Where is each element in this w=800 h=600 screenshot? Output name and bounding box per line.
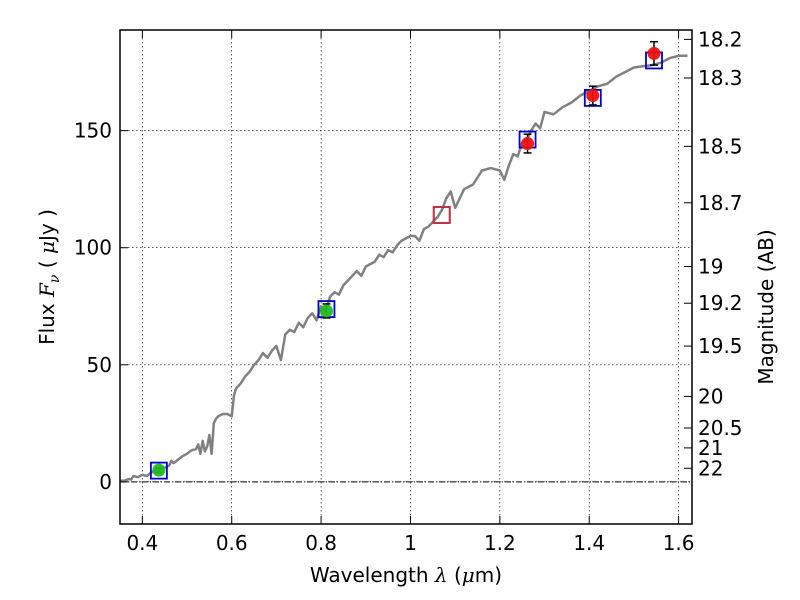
- magnitude-tick-label: 21: [698, 436, 723, 460]
- x-tick-label: 0.8: [305, 531, 337, 555]
- magnitude-tick-label: 18.3: [698, 66, 743, 90]
- x-tick-label: 1.6: [663, 531, 695, 555]
- square-marker: [432, 206, 451, 224]
- magnitude-tick-label: 19.2: [698, 291, 743, 315]
- x-tick-label: 1.2: [484, 531, 516, 555]
- x-tick-label: 1.4: [573, 531, 605, 555]
- photometry-markers: [149, 40, 663, 480]
- magnitude-tick-label: 18.5: [698, 134, 743, 158]
- magnitude-axis-label: Magnitude (AB): [754, 229, 778, 384]
- y-tick-label: 150: [74, 119, 112, 143]
- y-axis-label: Flux Fν ( μJy ): [35, 209, 63, 345]
- axis-ticks: 0.4 0.6 0.8 1 1.2 1.4 1.6 0 50 100 150 18.2 18.3 18.5…: [74, 27, 743, 555]
- circle-marker: [319, 304, 333, 318]
- y-tick-label: 50: [87, 353, 112, 377]
- x-tick-label: 0.4: [126, 531, 158, 555]
- magnitude-tick-label: 20.5: [698, 416, 743, 440]
- magnitude-tick-label: 18.7: [698, 191, 743, 215]
- y-tick-label: 100: [74, 236, 112, 260]
- x-axis-label: Wavelength λ (μm): [310, 563, 502, 587]
- circle-marker: [152, 463, 166, 477]
- x-tick-label: 0.6: [216, 531, 248, 555]
- x-tick-label: 1: [404, 531, 417, 555]
- circle-marker: [586, 89, 600, 103]
- magnitude-tick-label: 22: [698, 456, 723, 480]
- magnitude-tick-label: 18.2: [698, 27, 743, 51]
- square-marker: [149, 461, 168, 480]
- circle-marker: [647, 46, 661, 60]
- magnitude-tick-label: 20: [698, 384, 723, 408]
- magnitude-tick-label: 19.5: [698, 334, 743, 358]
- y-tick-label: 0: [99, 470, 112, 494]
- magnitude-tick-label: 19: [698, 254, 723, 278]
- circle-marker: [521, 137, 535, 151]
- plot-frame: [119, 29, 693, 525]
